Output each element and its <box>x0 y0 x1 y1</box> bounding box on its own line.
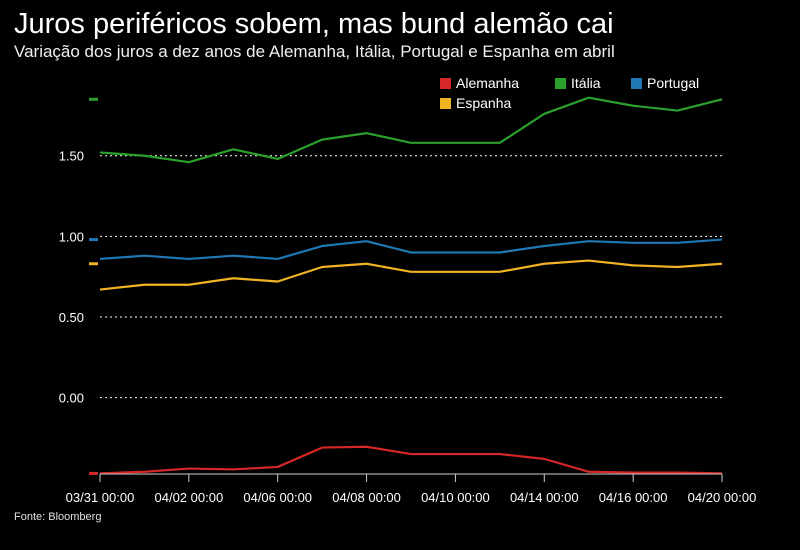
legend-swatch-portugal <box>631 77 642 89</box>
y-tick-label: 0.50 <box>59 310 84 325</box>
grid-layer <box>100 155 722 399</box>
legend-label-alemanha: Alemanha <box>456 75 520 91</box>
legend-item-italia[interactable]: Itália <box>555 75 601 91</box>
legend-item-espanha[interactable]: Espanha <box>440 95 511 111</box>
legend-swatch-italia <box>555 77 566 89</box>
axis-layer: 1.50 1.00 0.50 0.00 03/31 00:00 04/02 00:00 04… <box>59 149 757 505</box>
y-tick-label: 0.00 <box>59 391 84 406</box>
legend-label-portugal: Portugal <box>647 75 700 91</box>
legend-item-alemanha[interactable]: Alemanha <box>440 75 519 91</box>
x-tick-label: 04/16 00:00 <box>599 490 668 505</box>
x-tick-label: 04/06 00:00 <box>243 490 312 505</box>
series-line-3 <box>99 259 723 291</box>
x-tick-label: 04/02 00:00 <box>155 490 224 505</box>
source-note: Fonte: Bloomberg <box>14 511 102 523</box>
x-tick-label: 04/14 00:00 <box>510 490 579 505</box>
legend-swatch-espanha <box>440 97 451 109</box>
series-line-0 <box>99 445 723 475</box>
chart-subtitle: Variação dos juros a dez anos de Alemanh… <box>14 42 615 61</box>
series-line-2 <box>99 238 723 261</box>
x-tick-label: 04/20 00:00 <box>688 490 757 505</box>
chart-title: Juros periféricos sobem, mas bund alemão… <box>14 8 614 40</box>
legend-label-italia: Itália <box>571 75 601 91</box>
series-line-1 <box>99 96 723 164</box>
legend-swatch-alemanha <box>440 77 451 89</box>
legend-label-espanha: Espanha <box>456 95 512 111</box>
y-tick-label: 1.00 <box>59 229 84 244</box>
y-tick-label: 1.50 <box>59 149 84 164</box>
x-tick-label: 03/31 00:00 <box>66 490 135 505</box>
x-tick-label: 04/08 00:00 <box>332 490 401 505</box>
series-layer <box>89 96 723 475</box>
x-tick-label: 04/10 00:00 <box>421 490 490 505</box>
legend-item-portugal[interactable]: Portugal <box>631 75 699 91</box>
